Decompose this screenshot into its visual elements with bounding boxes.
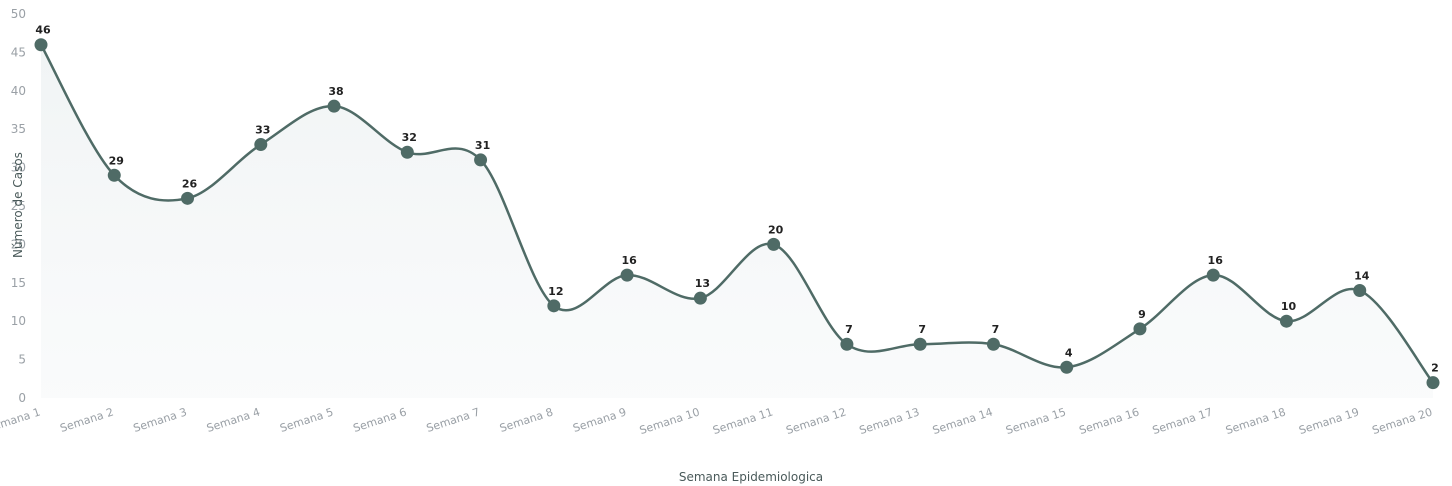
x-tick-label: Semana 12 xyxy=(784,405,847,437)
data-point[interactable] xyxy=(1426,376,1440,390)
area-layer xyxy=(41,44,1433,398)
data-label: 16 xyxy=(621,254,637,267)
x-tick-label: Semana 1 xyxy=(0,405,42,434)
data-point[interactable] xyxy=(400,145,414,159)
y-tick-label: 25 xyxy=(11,199,26,213)
series-area xyxy=(41,44,1433,398)
data-label: 38 xyxy=(328,85,343,98)
x-tick-label: Semana 19 xyxy=(1297,405,1360,437)
x-tick-label: Semana 10 xyxy=(638,405,701,437)
x-tick-label: Semana 13 xyxy=(858,405,921,437)
data-label: 9 xyxy=(1138,308,1146,321)
x-tick-label: Semana 17 xyxy=(1151,405,1214,437)
x-tick-label: Semana 20 xyxy=(1371,405,1434,437)
data-point[interactable] xyxy=(1060,360,1074,374)
x-tick-label: Semana 16 xyxy=(1077,405,1140,437)
y-tick-label: 10 xyxy=(11,314,26,328)
x-tick-label: Semana 7 xyxy=(425,405,482,434)
data-point[interactable] xyxy=(1279,314,1293,328)
data-point[interactable] xyxy=(1133,322,1147,336)
y-tick-label: 45 xyxy=(11,45,26,59)
data-point[interactable] xyxy=(181,191,195,205)
data-labels-layer: 46 29 26 33 38 32 31 12 16 13 20 7 7 7 4 9 16 10 14 2 xyxy=(35,24,1438,375)
data-label: 10 xyxy=(1281,300,1297,313)
data-label: 31 xyxy=(475,139,490,152)
data-label: 7 xyxy=(845,323,853,336)
data-label: 29 xyxy=(109,154,124,167)
x-tick-label: Semana 14 xyxy=(931,405,994,437)
data-label: 7 xyxy=(918,323,926,336)
y-tick-label: 50 xyxy=(11,7,26,21)
y-axis-title: Número de Casos xyxy=(11,152,25,258)
x-tick-label: Semana 8 xyxy=(498,405,555,434)
data-label: 2 xyxy=(1431,362,1439,375)
x-tick-label: Semana 4 xyxy=(205,405,262,434)
data-point[interactable] xyxy=(327,99,341,113)
data-label: 33 xyxy=(255,124,270,137)
x-tick-label: Semana 11 xyxy=(711,405,774,437)
data-point[interactable] xyxy=(693,291,707,305)
x-axis-title: Semana Epidemiologica xyxy=(679,470,823,484)
data-point[interactable] xyxy=(913,337,927,351)
data-label: 14 xyxy=(1354,269,1370,282)
x-tick-label: Semana 9 xyxy=(571,405,628,434)
data-label: 26 xyxy=(182,177,198,190)
data-point[interactable] xyxy=(547,299,561,313)
data-point[interactable] xyxy=(840,337,854,351)
data-point[interactable] xyxy=(474,153,488,167)
x-tick-label: Semana 2 xyxy=(58,405,115,434)
data-label: 46 xyxy=(35,24,51,37)
data-label: 13 xyxy=(695,277,710,290)
y-tick-label: 40 xyxy=(11,84,26,98)
data-label: 4 xyxy=(1065,346,1073,359)
data-point[interactable] xyxy=(107,168,121,182)
y-tick-label: 35 xyxy=(11,122,26,136)
data-point[interactable] xyxy=(986,337,1000,351)
y-tick-label: 0 xyxy=(18,391,26,405)
data-label: 32 xyxy=(402,131,417,144)
x-tick-label: Semana 6 xyxy=(352,405,409,434)
data-point[interactable] xyxy=(620,268,634,282)
data-label: 16 xyxy=(1208,254,1224,267)
data-point[interactable] xyxy=(34,38,48,52)
data-point[interactable] xyxy=(767,237,781,251)
x-tick-label: Semana 5 xyxy=(278,405,335,434)
data-label: 12 xyxy=(548,285,563,298)
x-tick-label: Semana 18 xyxy=(1224,405,1287,437)
x-tick-label: Semana 15 xyxy=(1004,405,1067,437)
x-axis-ticks: Semana 1 Semana 2 Semana 3 Semana 4 Semana 5… xyxy=(0,405,1434,437)
y-tick-label: 5 xyxy=(18,353,26,367)
y-tick-label: 20 xyxy=(11,237,26,251)
data-label: 7 xyxy=(992,323,1000,336)
y-tick-label: 30 xyxy=(11,161,26,175)
data-point[interactable] xyxy=(254,138,268,152)
y-tick-label: 15 xyxy=(11,276,26,290)
points-layer xyxy=(34,38,1440,390)
data-point[interactable] xyxy=(1206,268,1220,282)
data-point[interactable] xyxy=(1353,283,1367,297)
y-axis-ticks: 0 5 10 15 20 25 30 35 40 45 50 xyxy=(11,7,26,405)
x-tick-label: Semana 3 xyxy=(132,405,189,434)
data-label: 20 xyxy=(768,223,784,236)
